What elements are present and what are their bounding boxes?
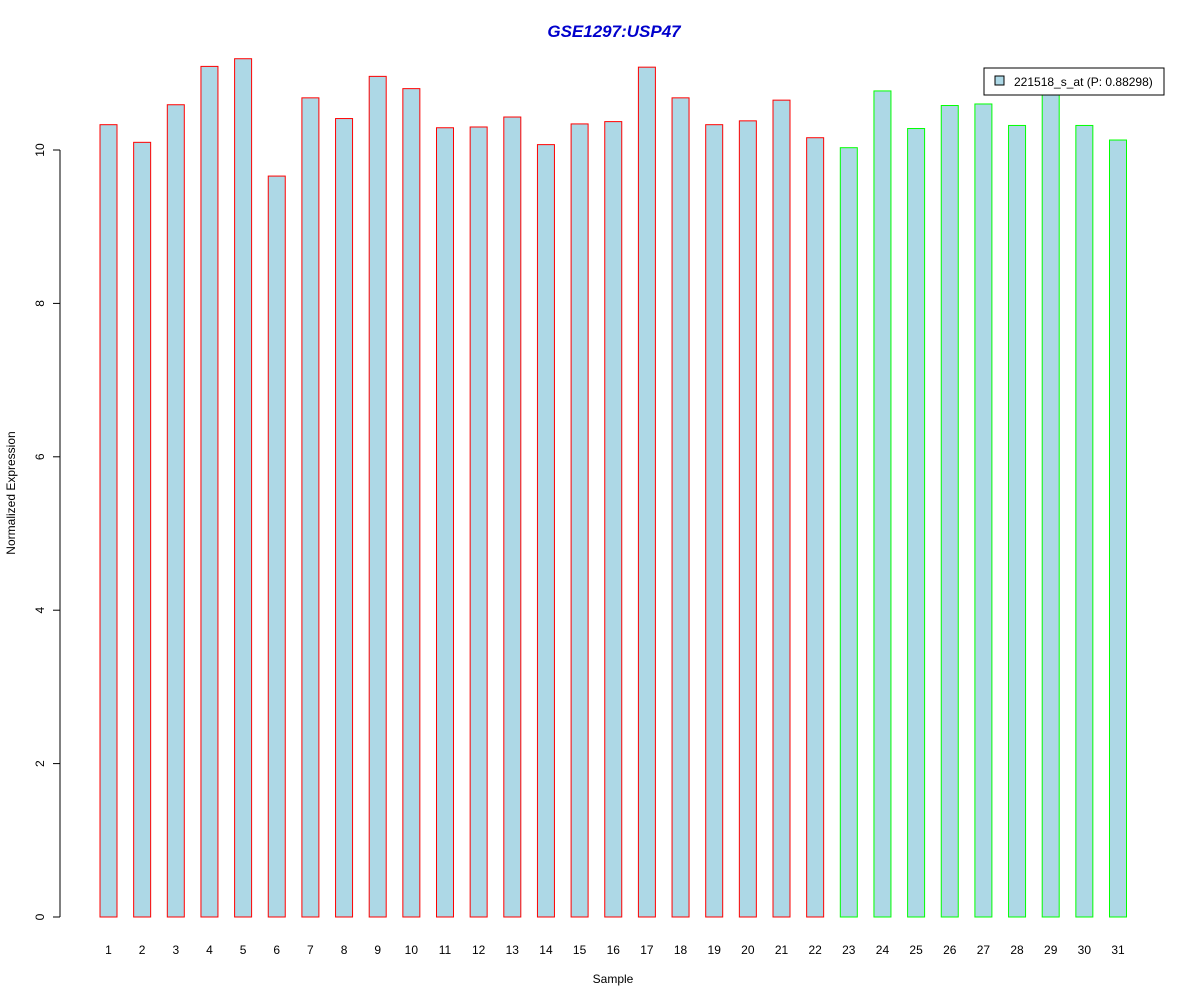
x-tick-label: 20 xyxy=(741,943,755,957)
x-tick-label: 12 xyxy=(472,943,486,957)
y-axis: 0 2 4 6 8 10 xyxy=(33,143,61,920)
x-tick-label: 21 xyxy=(775,943,789,957)
x-axis-label: Sample xyxy=(593,972,634,986)
x-tick-label: 22 xyxy=(808,943,822,957)
x-tick-label: 27 xyxy=(977,943,991,957)
x-tick-label: 26 xyxy=(943,943,957,957)
bars xyxy=(99,58,1127,918)
bar xyxy=(99,124,118,918)
x-tick-labels: 1 2 3 4 5 6 7 8 9 10 11 12 13 14 15 16 17 18 19 20 21 22 23 24 2… xyxy=(105,943,1125,957)
x-tick-label: 17 xyxy=(640,943,654,957)
bar xyxy=(267,175,286,918)
bar xyxy=(940,105,959,918)
bar xyxy=(705,124,724,918)
y-tick-label: 8 xyxy=(33,300,47,307)
y-tick-label: 6 xyxy=(33,453,47,460)
legend-swatch xyxy=(994,75,1005,86)
x-tick-label: 18 xyxy=(674,943,688,957)
x-tick-label: 28 xyxy=(1010,943,1024,957)
y-tick-label: 2 xyxy=(33,760,47,767)
bar xyxy=(637,66,656,918)
x-tick-label: 25 xyxy=(909,943,923,957)
x-tick-label: 2 xyxy=(139,943,146,957)
bar xyxy=(301,97,320,918)
bar xyxy=(570,123,589,918)
x-tick-label: 4 xyxy=(206,943,213,957)
bar xyxy=(974,103,993,918)
bar xyxy=(368,75,387,918)
x-tick-label: 9 xyxy=(374,943,381,957)
x-tick-label: 24 xyxy=(876,943,890,957)
x-tick-label: 1 xyxy=(105,943,112,957)
y-tick-label: 10 xyxy=(33,143,47,157)
bar xyxy=(469,126,488,918)
x-tick-label: 15 xyxy=(573,943,587,957)
bar xyxy=(1075,124,1094,918)
bar xyxy=(436,127,454,918)
bar xyxy=(772,99,791,918)
legend-label: 221518_s_at (P: 0.88298) xyxy=(1014,75,1153,89)
y-axis-label: Normalized Expression xyxy=(4,431,18,554)
x-tick-label: 30 xyxy=(1078,943,1092,957)
x-tick-label: 23 xyxy=(842,943,856,957)
x-tick-label: 16 xyxy=(607,943,621,957)
bar xyxy=(671,97,690,918)
bar xyxy=(873,90,892,918)
bar xyxy=(234,58,253,918)
x-tick-label: 19 xyxy=(708,943,722,957)
legend-box xyxy=(983,67,1165,96)
bar xyxy=(166,104,185,918)
x-tick-label: 8 xyxy=(341,943,348,957)
chart-title: GSE1297:USP47 xyxy=(547,22,682,41)
x-tick-label: 7 xyxy=(307,943,314,957)
bar xyxy=(536,144,555,918)
bar xyxy=(839,147,858,918)
bar xyxy=(1041,88,1060,918)
bar xyxy=(402,88,421,918)
x-tick-label: 3 xyxy=(172,943,179,957)
y-tick-label: 0 xyxy=(33,913,47,920)
x-tick-label: 11 xyxy=(439,943,452,957)
bar xyxy=(1008,124,1027,918)
x-tick-label: 6 xyxy=(273,943,280,957)
x-tick-label: 14 xyxy=(539,943,553,957)
bar xyxy=(738,120,757,918)
x-tick-label: 5 xyxy=(240,943,247,957)
bar xyxy=(503,116,522,918)
bar xyxy=(907,128,926,918)
x-tick-label: 31 xyxy=(1111,943,1125,957)
bar xyxy=(1109,139,1127,918)
bar xyxy=(133,141,152,918)
bar xyxy=(335,118,354,918)
bar xyxy=(604,121,623,918)
x-tick-label: 29 xyxy=(1044,943,1058,957)
x-tick-label: 13 xyxy=(506,943,520,957)
x-tick-label: 10 xyxy=(405,943,419,957)
y-tick-label: 4 xyxy=(33,607,47,614)
bar xyxy=(200,65,219,918)
bar xyxy=(806,137,825,918)
legend: 221518_s_at (P: 0.88298) xyxy=(983,67,1165,96)
